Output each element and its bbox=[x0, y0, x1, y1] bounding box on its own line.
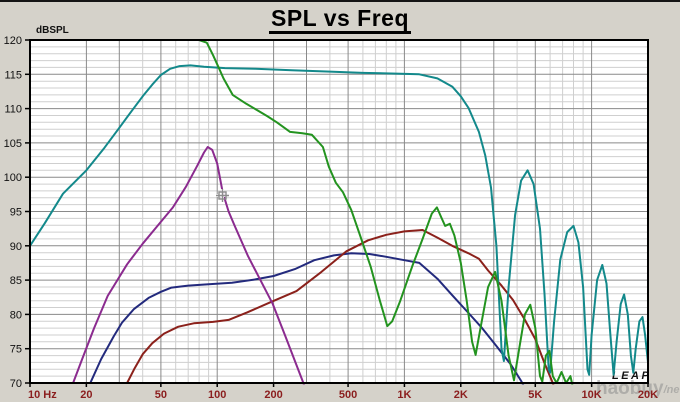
chart-title: SPL vs Freq bbox=[0, 5, 680, 34]
x-tick-label: 2K bbox=[454, 389, 468, 401]
y-tick-label: 75 bbox=[10, 344, 22, 356]
x-tick-label: 10K bbox=[582, 389, 602, 401]
y-tick-label: 70 bbox=[10, 378, 22, 390]
y-tick-label: 100 bbox=[4, 172, 22, 184]
leap-logo: LEAP bbox=[612, 370, 651, 382]
y-tick-label: 90 bbox=[10, 241, 22, 253]
y-tick-labels: 120 115 110 105 100 95 90 85 80 75 70 bbox=[4, 35, 30, 390]
series-group bbox=[30, 39, 648, 385]
y-tick-label: 110 bbox=[4, 104, 22, 116]
x-tick-label: 1K bbox=[397, 389, 411, 401]
series-teal-curve bbox=[30, 64, 648, 376]
series-purple-curve bbox=[72, 146, 306, 385]
y-tick-label: 115 bbox=[4, 69, 22, 81]
series-green-curve bbox=[30, 39, 574, 385]
x-tick-label: 20 bbox=[80, 389, 92, 401]
y-tick-label: 105 bbox=[4, 138, 22, 150]
y-tick-label: 85 bbox=[10, 275, 22, 287]
x-tick-label: 500 bbox=[339, 389, 357, 401]
grid-minor bbox=[30, 40, 648, 383]
y-tick-label: 95 bbox=[10, 207, 22, 219]
y-tick-label: 120 bbox=[4, 35, 22, 47]
y-tick-label: 80 bbox=[10, 309, 22, 321]
series-navy-curve bbox=[89, 252, 525, 385]
x-tick-label: 100 bbox=[208, 389, 226, 401]
y-axis-label: dBSPL bbox=[36, 25, 69, 36]
x-tick-label: 10 Hz bbox=[28, 389, 57, 401]
move-cursor-icon bbox=[215, 188, 230, 203]
x-tick-label: 200 bbox=[264, 389, 282, 401]
x-tick-label: 50 bbox=[155, 389, 167, 401]
x-tick-labels: 10 Hz 20 50 100 200 500 1K 2K 5K 10K 20K bbox=[28, 383, 658, 401]
x-tick-label: 20K bbox=[638, 389, 658, 401]
x-tick-label: 5K bbox=[528, 389, 542, 401]
chart-title-text: SPL vs Freq bbox=[268, 5, 412, 34]
series-maroon-curve bbox=[126, 229, 555, 385]
